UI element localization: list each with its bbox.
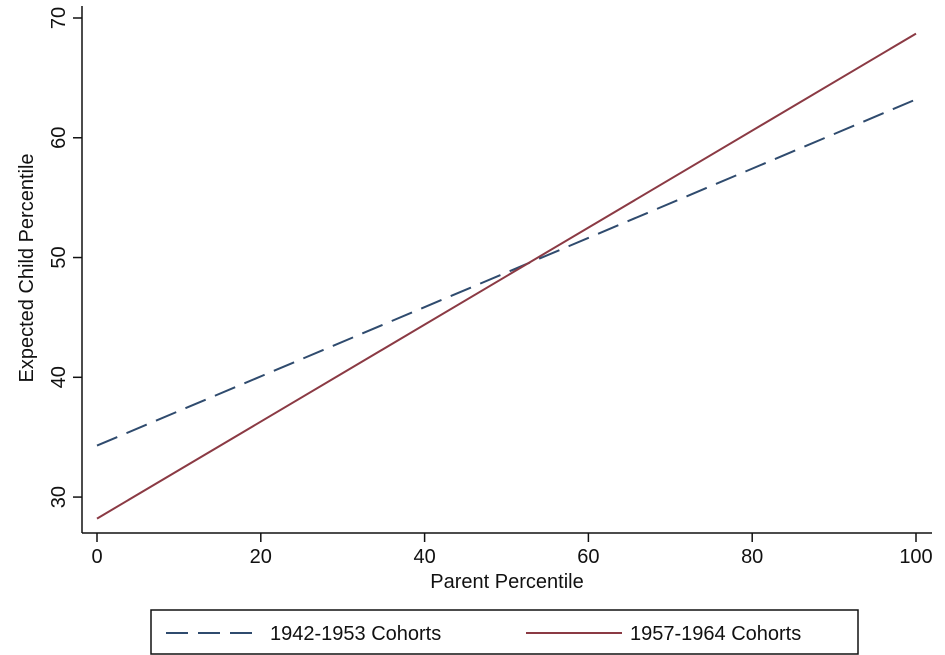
y-tick-label: 70 [48,7,70,29]
x-axis-title: Parent Percentile [430,571,583,593]
x-tick-label: 40 [413,546,435,568]
y-axis-title: Expected Child Percentile [16,153,38,382]
legend-box [150,609,859,655]
legend: 1942-1953 Cohorts 1957-1964 Cohorts [150,609,859,655]
x-tick-label: 0 [91,546,102,568]
legend-label-1957-1964: 1957-1964 Cohorts [630,623,801,645]
y-tick-label: 40 [48,366,70,388]
series-layer [96,32,917,520]
y-tick-label: 50 [48,246,70,268]
x-tick-label: 80 [741,546,763,568]
y-tick-label: 30 [48,486,70,508]
y-axis-ticks: 30 40 50 60 70 [48,7,82,508]
x-tick-label: 100 [899,546,932,568]
y-tick-label: 60 [48,127,70,149]
x-tick-label: 20 [250,546,272,568]
x-tick-label: 60 [577,546,599,568]
plot-area: 0 20 40 60 80 100 30 40 50 60 70 [48,6,933,568]
legend-label-1942-1953: 1942-1953 Cohorts [270,623,441,645]
x-axis-ticks: 0 20 40 60 80 100 [91,533,933,568]
series-line-1957-1964 [96,32,917,520]
series-line-1942-1953 [96,98,917,447]
